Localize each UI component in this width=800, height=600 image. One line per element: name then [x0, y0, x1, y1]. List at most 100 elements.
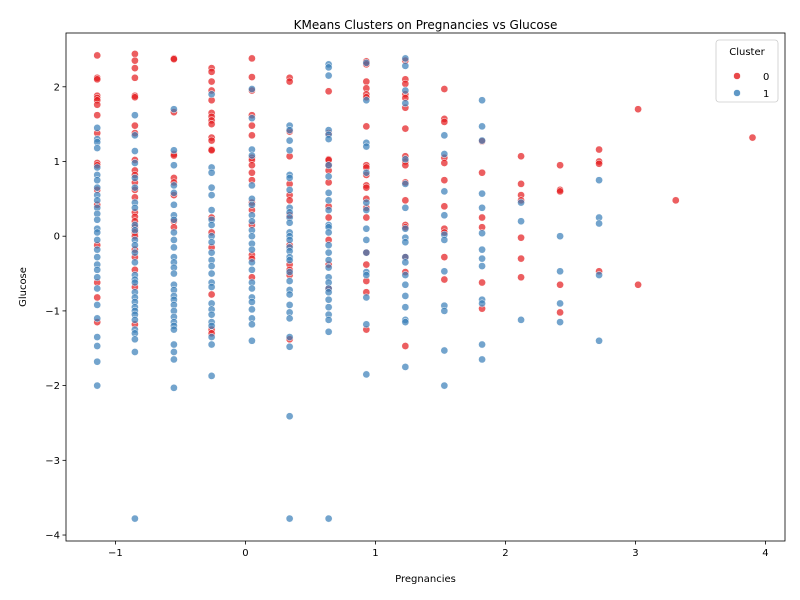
data-point-cluster-1 [401, 271, 410, 279]
data-point-cluster-1 [248, 232, 256, 241]
data-point-cluster-1 [131, 514, 139, 523]
data-point-cluster-1 [285, 146, 294, 155]
data-point-cluster-1 [401, 203, 410, 212]
data-point-cluster-0 [131, 56, 139, 65]
data-point-cluster-1 [362, 224, 371, 233]
data-point-cluster-0 [131, 121, 139, 130]
data-point-cluster-1 [207, 183, 216, 192]
legend-label-1: 1 [763, 89, 769, 100]
data-point-cluster-1 [478, 96, 486, 105]
data-point-cluster-0 [362, 213, 371, 222]
data-point-cluster-1 [324, 248, 333, 257]
data-point-cluster-1 [478, 355, 486, 364]
data-point-cluster-0 [248, 168, 256, 177]
data-point-cluster-1 [248, 305, 256, 314]
data-point-cluster-1 [170, 181, 178, 190]
data-point-cluster-0 [170, 55, 178, 64]
data-point-cluster-0 [131, 73, 139, 82]
data-point-cluster-0 [671, 196, 680, 205]
data-point-cluster-0 [324, 87, 333, 96]
data-point-cluster-1 [478, 340, 486, 349]
data-point-cluster-0 [285, 77, 294, 86]
data-point-cluster-1 [93, 301, 102, 309]
data-point-cluster-1 [478, 229, 486, 238]
data-point-cluster-0 [440, 176, 449, 185]
x-tick-label: 2 [502, 548, 508, 559]
data-point-cluster-1 [93, 183, 102, 192]
legend-marker-0 [733, 72, 741, 80]
y-tick-label: −2 [45, 381, 60, 392]
x-tick-label: 4 [762, 548, 768, 559]
data-point-cluster-0 [748, 133, 757, 142]
y-tick-label: −4 [45, 531, 60, 542]
data-point-cluster-1 [285, 301, 294, 309]
data-point-cluster-1 [285, 236, 294, 244]
data-point-cluster-0 [362, 122, 371, 131]
data-point-cluster-1 [170, 146, 178, 155]
data-point-cluster-0 [248, 161, 256, 170]
data-point-cluster-1 [207, 269, 216, 278]
data-point-cluster-1 [324, 172, 333, 181]
data-point-cluster-1 [285, 268, 294, 276]
data-point-cluster-1 [324, 206, 333, 214]
data-point-cluster-0 [362, 77, 371, 86]
data-point-cluster-0 [93, 293, 102, 302]
data-point-cluster-1 [595, 176, 603, 185]
data-point-cluster-0 [440, 253, 449, 261]
data-point-cluster-1 [131, 131, 139, 140]
data-point-cluster-1 [93, 245, 102, 254]
data-point-cluster-1 [248, 200, 256, 209]
data-point-cluster-1 [248, 258, 256, 267]
data-point-cluster-0 [440, 118, 449, 126]
data-point-cluster-0 [207, 146, 216, 155]
data-point-cluster-1 [170, 243, 178, 252]
data-point-cluster-1 [478, 203, 486, 212]
data-point-cluster-1 [401, 62, 410, 70]
data-point-cluster-1 [285, 514, 294, 523]
data-point-cluster-1 [93, 314, 102, 323]
data-point-cluster-0 [556, 308, 564, 317]
data-point-cluster-1 [324, 228, 333, 237]
data-point-cluster-0 [401, 124, 410, 133]
data-point-cluster-0 [401, 342, 410, 350]
data-point-cluster-0 [595, 145, 603, 154]
data-point-cluster-1 [324, 241, 333, 250]
data-point-cluster-1 [93, 124, 102, 132]
data-point-cluster-1 [131, 248, 139, 257]
y-tick-label: 1 [54, 157, 60, 168]
data-point-cluster-0 [478, 168, 486, 177]
data-point-cluster-1 [324, 161, 333, 170]
data-point-cluster-1 [248, 114, 256, 123]
data-point-cluster-0 [517, 152, 525, 161]
data-point-cluster-1 [207, 340, 216, 349]
data-point-cluster-1 [248, 181, 256, 190]
data-point-cluster-1 [401, 99, 410, 108]
y-tick-label: 2 [54, 82, 60, 93]
data-point-cluster-1 [285, 290, 294, 299]
data-point-cluster-0 [131, 64, 139, 72]
data-point-cluster-1 [207, 372, 216, 380]
data-point-cluster-1 [248, 245, 256, 254]
data-point-cluster-1 [285, 186, 294, 194]
data-point-cluster-1 [248, 336, 256, 345]
data-point-cluster-1 [440, 307, 449, 315]
data-point-cluster-1 [131, 147, 139, 155]
chart-title: KMeans Clusters on Pregnancies vs Glucos… [294, 18, 558, 32]
data-point-cluster-0 [248, 73, 256, 81]
data-point-cluster-1 [517, 217, 525, 226]
data-point-cluster-1 [170, 325, 178, 334]
data-point-cluster-1 [170, 105, 178, 114]
data-point-cluster-1 [131, 258, 139, 267]
data-point-cluster-1 [324, 263, 333, 272]
data-point-cluster-1 [401, 224, 410, 233]
data-point-cluster-1 [93, 163, 102, 172]
data-point-cluster-0 [207, 136, 216, 145]
data-point-cluster-1 [93, 273, 102, 282]
data-point-cluster-1 [207, 262, 216, 270]
data-point-cluster-1 [248, 320, 256, 329]
legend-title: Cluster [729, 47, 765, 58]
data-point-cluster-1 [207, 248, 216, 257]
data-point-cluster-1 [362, 168, 371, 177]
data-point-cluster-1 [248, 217, 256, 226]
